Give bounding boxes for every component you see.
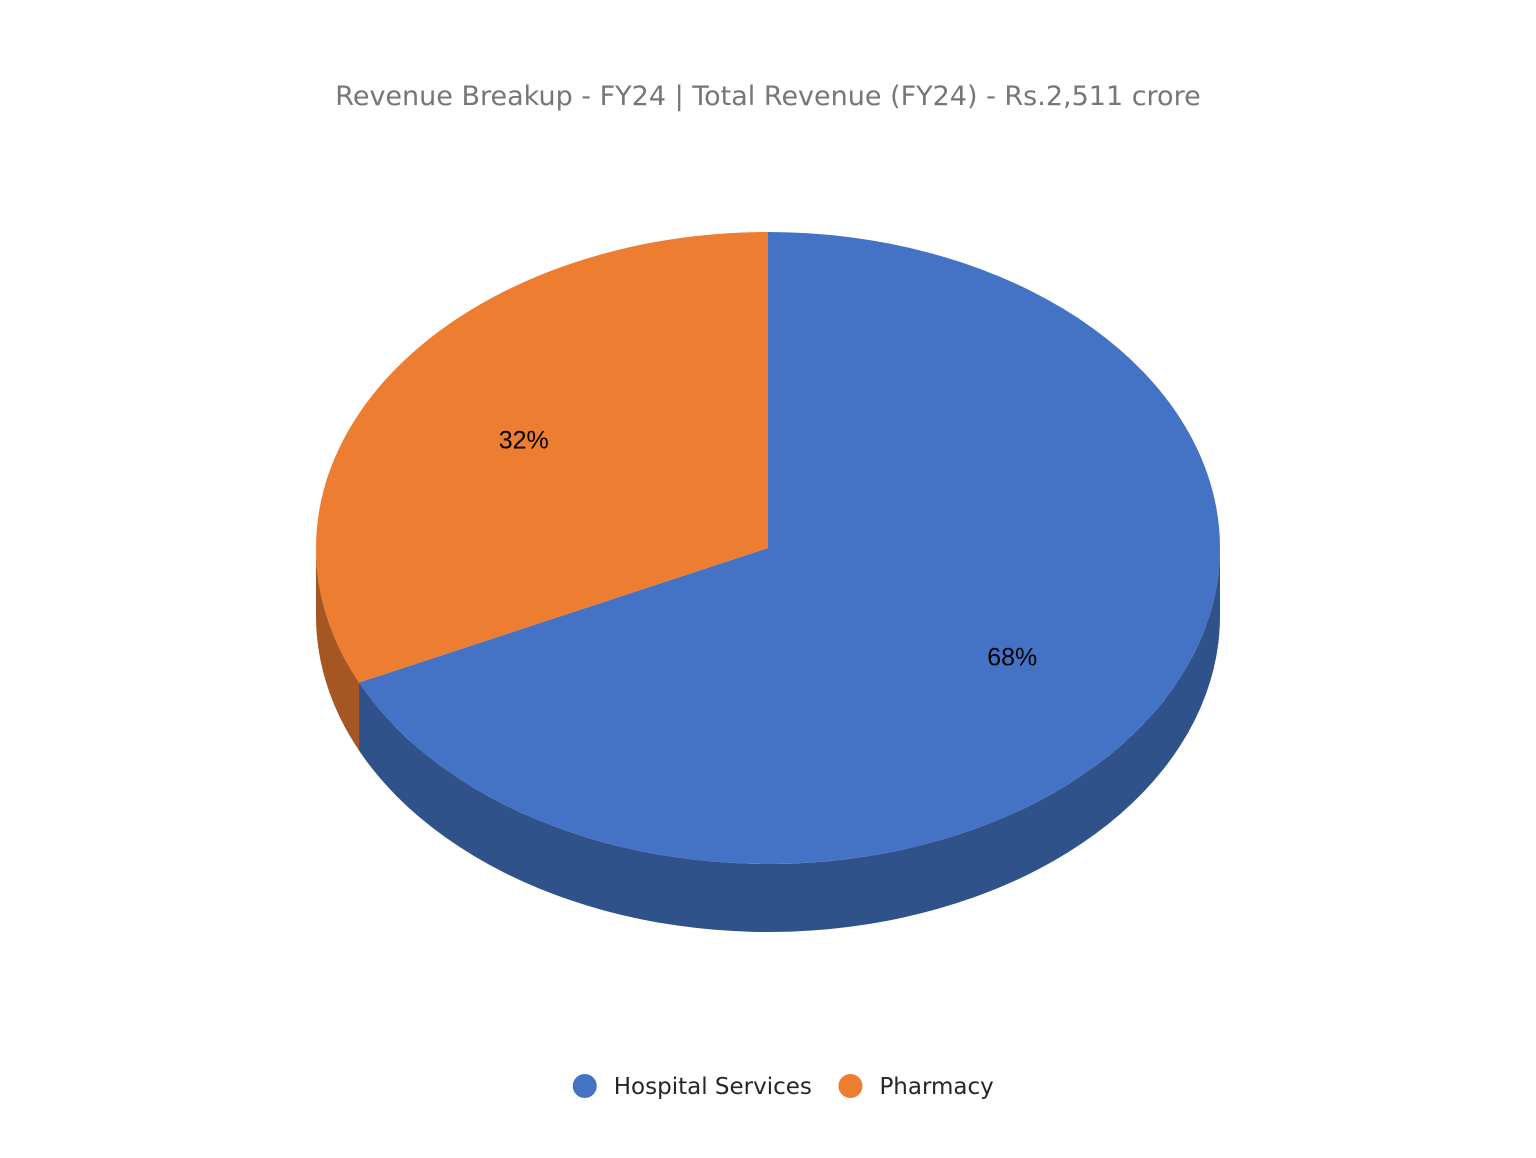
pie-side-hospital-services [359, 548, 1220, 933]
legend-marker-hospital-services [572, 1074, 597, 1098]
chart-title: Revenue Breakup - FY24 | Total Revenue (… [335, 81, 1200, 112]
data-label-hospital-services: 68% [987, 643, 1037, 671]
pie-slice-pharmacy [315, 232, 768, 683]
data-label-pharmacy: 32% [499, 427, 549, 455]
pie-slice-hospital-services [359, 232, 1220, 865]
pie-slices [315, 232, 1220, 865]
legend-label-hospital-services: Hospital Services [614, 1074, 812, 1100]
pie-3d-sides [316, 548, 1220, 933]
legend-marker-pharmacy [838, 1074, 863, 1098]
pie-side-pharmacy [316, 548, 360, 751]
chart-legend: Hospital Services Pharmacy [572, 1074, 994, 1100]
legend-label-pharmacy: Pharmacy [879, 1074, 993, 1100]
pie-data-labels: 68% 32% [499, 427, 1038, 672]
